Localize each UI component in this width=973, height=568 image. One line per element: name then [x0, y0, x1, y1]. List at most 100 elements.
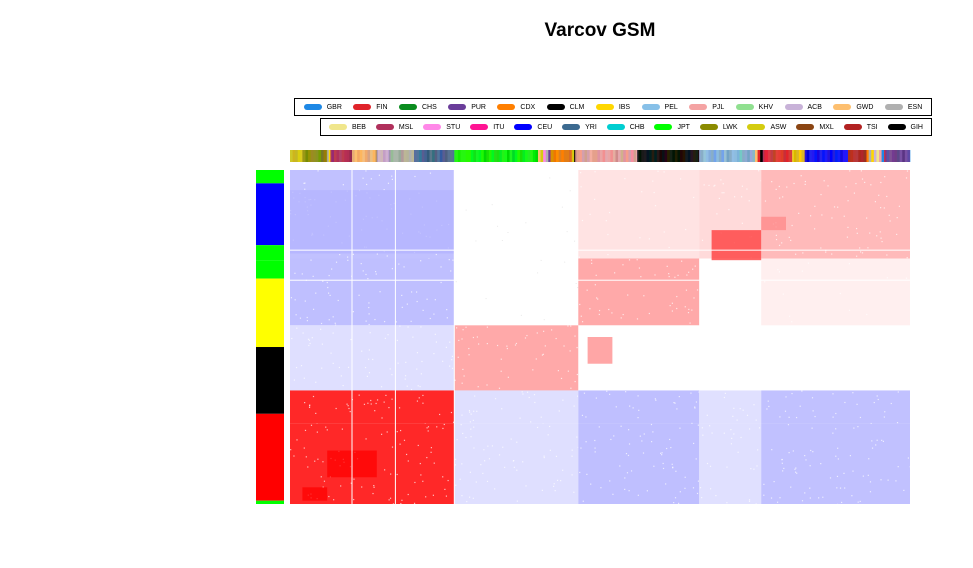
heatmap-speckle — [369, 332, 371, 334]
heatmap-speckle — [897, 466, 899, 468]
heatmap-speckle — [833, 206, 836, 208]
heatmap-speckle — [325, 426, 327, 428]
heatmap-speckle — [470, 436, 472, 438]
heatmap-speckle — [348, 407, 350, 410]
heatmap-speckle — [846, 236, 849, 238]
heatmap-speckle — [396, 473, 398, 476]
heatmap-speckle — [740, 196, 743, 198]
heatmap-block — [761, 390, 910, 424]
heatmap-speckle — [790, 239, 792, 242]
legend-label: KHV — [758, 103, 774, 111]
heatmap-speckle — [832, 432, 834, 434]
heatmap-speckle — [391, 446, 394, 448]
heatmap-separator — [290, 249, 910, 251]
heatmap-speckle — [580, 172, 582, 174]
legend-swatch — [470, 124, 489, 130]
legend-swatch — [562, 124, 581, 130]
heatmap-speckle — [430, 451, 432, 453]
heatmap-speckle — [582, 500, 584, 502]
heatmap-speckle — [685, 228, 687, 231]
heatmap-speckle — [327, 292, 330, 294]
heatmap-speckle — [410, 291, 413, 293]
heatmap-speckle — [576, 373, 578, 376]
heatmap-speckle — [895, 480, 897, 482]
heatmap-speckle — [791, 224, 793, 227]
column-annotation-segment — [414, 150, 455, 162]
legend-item: GBR — [303, 104, 342, 111]
heatmap-speckle — [639, 237, 641, 239]
heatmap-speckle — [375, 402, 377, 405]
heatmap-speckle — [809, 465, 811, 467]
heatmap-speckle — [787, 424, 790, 426]
heatmap-speckle — [866, 313, 868, 316]
heatmap-speckle — [417, 444, 419, 447]
chart-title: Varcov GSM — [544, 20, 656, 41]
heatmap-speckle — [480, 464, 482, 466]
heatmap-speckle — [869, 232, 871, 234]
heatmap-speckle — [416, 368, 418, 370]
row-annotation-segment — [256, 260, 284, 279]
heatmap-speckle — [888, 214, 890, 216]
heatmap-speckle — [849, 455, 851, 457]
heatmap-speckle — [562, 469, 564, 471]
heatmap-speckle — [365, 438, 367, 440]
heatmap-speckle — [294, 272, 296, 274]
heatmap-speckle — [674, 402, 676, 404]
heatmap-separator — [394, 170, 396, 504]
heatmap-block — [761, 170, 910, 259]
heatmap-speckle — [308, 406, 311, 408]
heatmap-speckle — [488, 458, 491, 460]
heatmap-speckle — [475, 481, 477, 483]
column-annotation-stripe — [873, 150, 877, 162]
heatmap-speckle — [835, 428, 837, 430]
heatmap-speckle — [748, 499, 751, 501]
heatmap-speckle — [304, 429, 307, 432]
heatmap-speckle — [462, 329, 464, 331]
heatmap-speckle — [384, 469, 386, 471]
heatmap-speckle — [422, 309, 424, 311]
heatmap-speckle — [746, 188, 748, 190]
heatmap-speckle — [321, 343, 324, 345]
heatmap-speckle — [478, 343, 480, 345]
legend-label: LWK — [722, 123, 738, 131]
heatmap-speckle — [561, 206, 563, 208]
heatmap-speckle — [370, 403, 372, 405]
heatmap-speckle — [639, 435, 641, 437]
heatmap-speckle — [795, 416, 798, 419]
heatmap-speckle — [403, 439, 406, 441]
heatmap-speckle — [655, 399, 657, 401]
column-annotation-stripe — [540, 150, 544, 162]
legend-swatch — [641, 104, 660, 110]
heatmap-speckle — [677, 274, 679, 276]
heatmap-speckle — [827, 185, 829, 187]
heatmap-speckle — [668, 275, 670, 278]
heatmap-speckle — [530, 421, 532, 423]
heatmap-speckle — [598, 426, 600, 428]
heatmap-speckle — [573, 405, 575, 407]
heatmap-speckle — [387, 334, 389, 336]
heatmap-speckle — [786, 186, 788, 188]
heatmap-speckle — [628, 372, 630, 374]
heatmap-speckle — [291, 337, 293, 340]
heatmap-speckle — [781, 242, 783, 244]
heatmap-speckle — [880, 181, 882, 184]
heatmap-speckle — [748, 200, 750, 202]
legend-swatch — [843, 124, 862, 130]
legend-item: MXL — [796, 124, 834, 131]
heatmap-speckle — [541, 489, 543, 491]
heatmap-speckle — [643, 433, 645, 435]
heatmap-speckle — [785, 396, 787, 398]
heatmap-speckle — [520, 314, 522, 316]
heatmap-speckle — [341, 428, 343, 430]
heatmap-speckle — [734, 196, 736, 198]
heatmap-speckle — [335, 407, 337, 410]
heatmap-speckle — [528, 396, 530, 399]
heatmap-speckle — [535, 358, 537, 360]
heatmap-speckle — [577, 395, 579, 397]
column-annotation-segment — [764, 150, 793, 162]
heatmap-speckle — [873, 401, 875, 404]
heatmap-speckle — [315, 292, 317, 294]
heatmap-speckle — [812, 410, 814, 412]
legend-label: CEU — [537, 123, 553, 131]
column-annotation-stripe — [762, 150, 766, 162]
